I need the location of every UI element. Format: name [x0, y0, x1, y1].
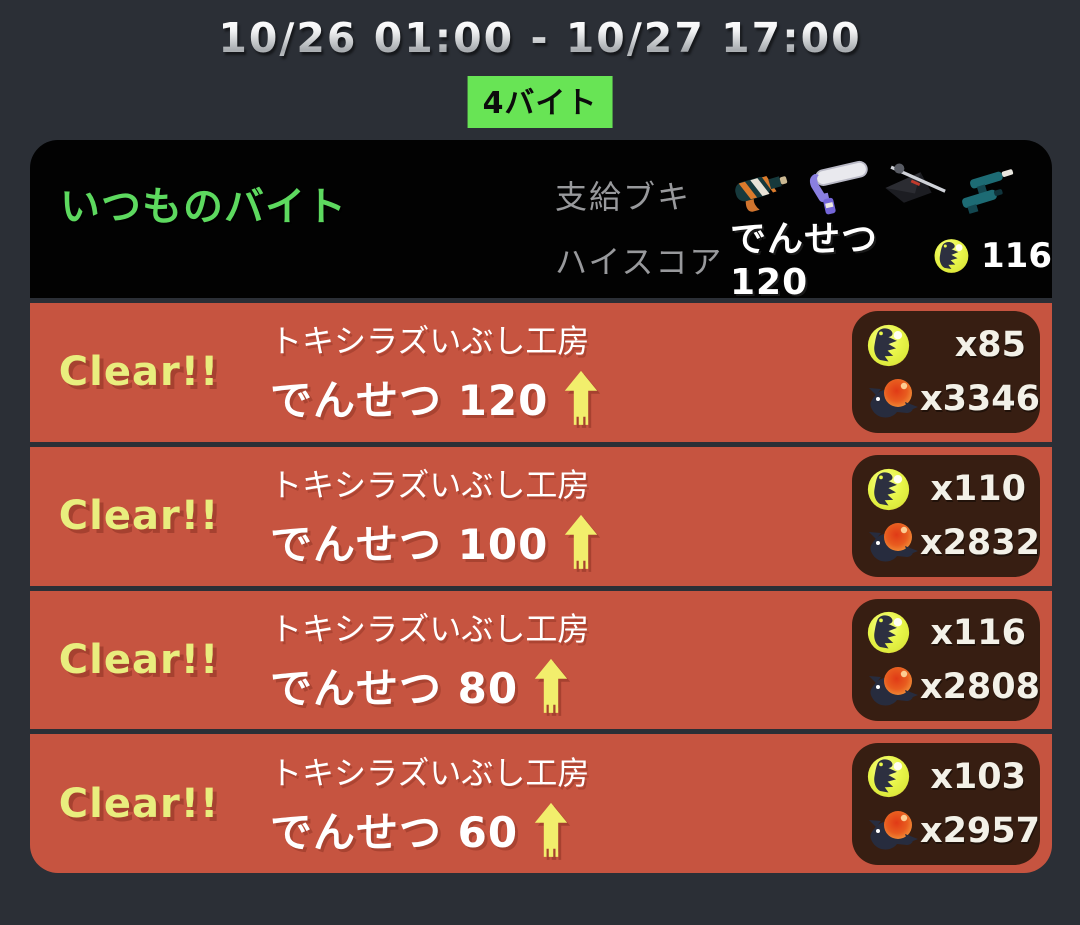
- high-score-label: ハイスコア: [555, 243, 724, 281]
- up-arrow-icon: [533, 801, 569, 857]
- stage-block: トキシラズいぶし工房 でんせつ 60: [270, 748, 589, 860]
- supplied-weapons-label: 支給ブキ: [555, 178, 692, 216]
- power-egg-count: x2832: [920, 523, 1040, 564]
- golden-egg-count: x103: [930, 756, 1026, 797]
- golden-egg-count: x85: [954, 325, 1026, 366]
- result-row[interactable]: Clear!! トキシラズいぶし工房 でんせつ 60 x103 x2957: [30, 734, 1052, 873]
- high-score-golden-egg-count: 116: [981, 236, 1052, 276]
- stage-block: トキシラズいぶし工房 でんせつ 100: [270, 460, 599, 572]
- power-egg-icon: [866, 375, 920, 423]
- up-arrow-icon: [533, 657, 569, 713]
- result-row[interactable]: Clear!! トキシラズいぶし工房 でんせつ 80 x116 x2808: [30, 590, 1052, 730]
- card-header: いつものバイト 支給ブキ ハイスコア でんせつ 120 116: [30, 140, 1052, 303]
- egg-count-badge: x116 x2808: [852, 598, 1040, 721]
- clear-status: Clear!!: [58, 636, 220, 683]
- power-egg-icon: [866, 663, 920, 711]
- shift-count-badge: 4バイト: [467, 76, 613, 128]
- dualies-weapon-icon: [953, 158, 1027, 218]
- grade-text: でんせつ 80: [270, 663, 519, 713]
- stage-block: トキシラズいぶし工房 でんせつ 80: [270, 604, 589, 716]
- power-egg-row: x3346: [866, 374, 1040, 424]
- stage-name: トキシラズいぶし工房: [270, 753, 590, 792]
- up-arrow-icon: [563, 513, 599, 569]
- stage-block: トキシラズいぶし工房 でんせつ 120: [270, 316, 599, 428]
- grade-text: でんせつ 120: [270, 376, 549, 426]
- golden-egg-icon: [866, 610, 911, 655]
- grade-line: でんせつ 60: [270, 799, 589, 860]
- high-score-grade: でんせつ 120: [730, 218, 879, 303]
- stage-name: トキシラズいぶし工房: [270, 609, 590, 648]
- grade-line: でんせつ 120: [270, 367, 599, 428]
- stage-name: トキシラズいぶし工房: [270, 322, 590, 361]
- golden-egg-count: x116: [930, 612, 1026, 653]
- golden-egg-row: x103: [866, 752, 1026, 802]
- stage-name: トキシラズいぶし工房: [270, 466, 590, 505]
- clear-status: Clear!!: [58, 493, 220, 540]
- power-egg-count: x3346: [920, 379, 1040, 420]
- power-egg-icon: [866, 807, 920, 855]
- grade-line: でんせつ 80: [270, 655, 589, 716]
- result-row[interactable]: Clear!! トキシラズいぶし工房 でんせつ 120 x85 x3346: [30, 303, 1052, 442]
- egg-count-badge: x85 x3346: [852, 311, 1040, 434]
- egg-count-badge: x110 x2832: [852, 455, 1040, 578]
- golden-egg-count: x110: [930, 469, 1026, 510]
- power-egg-icon: [866, 519, 920, 567]
- high-score-value: でんせつ 120 116: [730, 219, 1052, 303]
- power-egg-row: x2808: [866, 662, 1040, 712]
- shift-results-card: いつものバイト 支給ブキ ハイスコア でんせつ 120 116 Clear!! …: [30, 140, 1052, 873]
- golden-egg-row: x116: [866, 608, 1026, 658]
- grade-text: でんせつ 60: [270, 807, 519, 857]
- golden-egg-icon: [866, 467, 911, 512]
- shift-title: いつものバイト: [60, 184, 347, 230]
- golden-egg-icon: [933, 233, 970, 279]
- egg-count-badge: x103 x2957: [852, 742, 1040, 865]
- grade-text: でんせつ 100: [270, 520, 549, 570]
- power-egg-row: x2957: [866, 806, 1040, 856]
- result-row[interactable]: Clear!! トキシラズいぶし工房 でんせつ 100 x110 x2832: [30, 446, 1052, 586]
- golden-egg-icon: [866, 323, 911, 368]
- schedule-period: 10/26 01:00 - 10/27 17:00: [0, 14, 1080, 62]
- clear-status: Clear!!: [58, 780, 220, 827]
- clear-status: Clear!!: [58, 349, 220, 396]
- golden-egg-row: x85: [866, 320, 1026, 370]
- grade-line: でんせつ 100: [270, 511, 599, 572]
- up-arrow-icon: [563, 369, 599, 425]
- golden-egg-row: x110: [866, 464, 1026, 514]
- power-egg-count: x2957: [920, 810, 1040, 851]
- power-egg-row: x2832: [866, 518, 1040, 568]
- golden-egg-icon: [866, 754, 911, 799]
- power-egg-count: x2808: [920, 666, 1040, 707]
